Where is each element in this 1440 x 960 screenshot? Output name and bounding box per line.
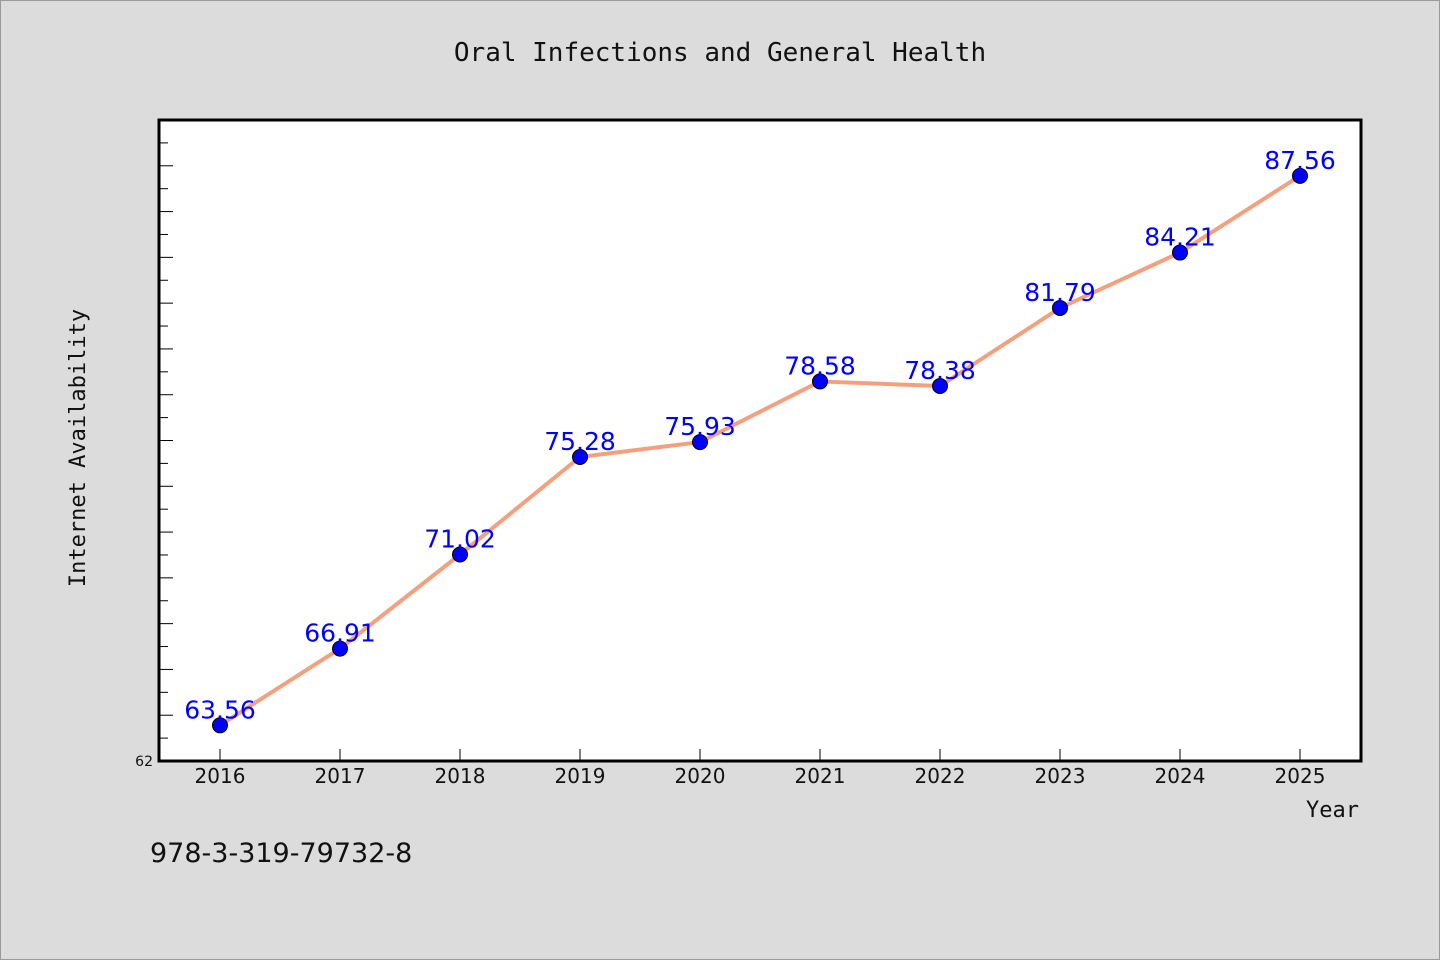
chart-title: Oral Infections and General Health — [454, 38, 986, 68]
x-tick-label: 2021 — [795, 764, 846, 788]
data-point — [1292, 167, 1308, 184]
y-axis-title: Internet Availability — [66, 309, 91, 587]
data-point — [932, 378, 948, 395]
data-label: 87.56 — [1264, 146, 1336, 175]
x-tick-label: 2020 — [675, 764, 726, 788]
x-tick-label: 2022 — [915, 764, 966, 788]
data-label: 71.02 — [424, 525, 496, 554]
data-point — [812, 373, 828, 390]
x-axis-title: Year — [1306, 798, 1359, 823]
data-point — [452, 546, 468, 563]
x-tick-label: 2024 — [1155, 764, 1206, 788]
data-label: 63.56 — [184, 695, 256, 724]
data-label: 75.93 — [664, 412, 736, 441]
data-point — [212, 717, 228, 734]
x-tick-label: 2019 — [555, 764, 606, 788]
data-label: 84.21 — [1144, 223, 1216, 252]
x-axis-ticks: 2016 2017 2018 2019 2020 2021 2022 2023 2024 2025 — [195, 749, 1326, 788]
x-tick-label: 2025 — [1275, 764, 1326, 788]
data-label: 81.79 — [1024, 278, 1096, 307]
data-point — [1052, 299, 1068, 316]
x-tick-label: 2018 — [435, 764, 486, 788]
data-point — [692, 434, 708, 451]
data-point — [572, 448, 588, 465]
data-label: 78.58 — [784, 351, 856, 380]
plot-area — [157, 118, 1363, 763]
data-point — [332, 640, 348, 657]
x-tick-label: 2023 — [1035, 764, 1086, 788]
data-label: 78.38 — [904, 356, 976, 385]
series-line-group: 63.56 66.91 71.02 75.28 75.93 78.58 78.38 81.79… — [184, 146, 1336, 734]
series-line — [218, 174, 1302, 727]
data-label: 75.28 — [544, 427, 616, 456]
data-point — [1172, 244, 1188, 261]
x-tick-label: 2016 — [195, 764, 246, 788]
data-label: 66.91 — [304, 619, 376, 648]
y-axis-ticks: 62 — [135, 142, 173, 770]
x-tick-label: 2017 — [315, 764, 366, 788]
y-tick-label: 62 — [135, 754, 153, 770]
isbn-text: 978-3-319-79732-8 — [150, 838, 412, 869]
